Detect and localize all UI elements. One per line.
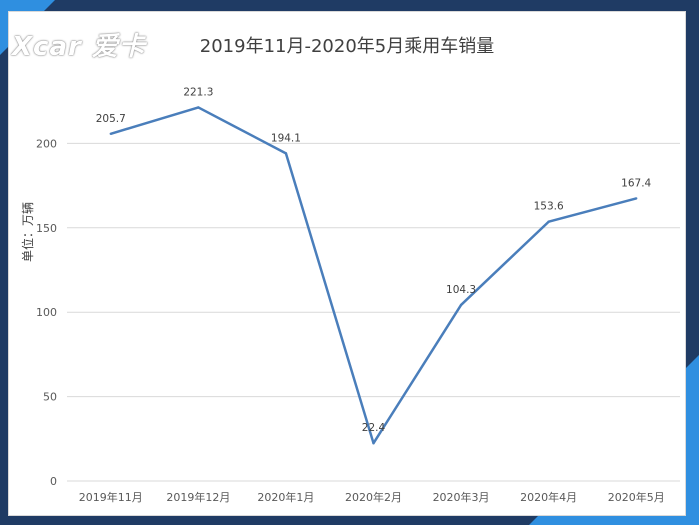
data-point: [635, 197, 638, 200]
data-point: [284, 152, 288, 155]
data-label: 167.4: [621, 177, 651, 189]
data-point: [547, 220, 550, 223]
y-tick-label: 200: [36, 137, 57, 150]
x-tick-label: 2019年11月: [79, 490, 143, 504]
x-tick-label: 2019年12月: [166, 490, 230, 504]
y-tick-label: 100: [36, 306, 57, 319]
data-point: [109, 132, 112, 135]
data-label: 22.4: [362, 422, 386, 434]
data-point: [197, 106, 200, 109]
line-chart: 0 50 100 150 200 2019年11月 2019年12月 2020年1月 2020年…: [36, 86, 680, 504]
data-label: 205.7: [96, 113, 126, 125]
y-tick-label: 50: [43, 391, 57, 404]
y-tick-label: 150: [36, 222, 57, 235]
data-point: [372, 441, 375, 445]
x-tick-label: 2020年3月: [433, 490, 490, 504]
data-label: 194.1: [271, 132, 301, 144]
x-tick-label: 2020年4月: [520, 490, 577, 504]
data-label: 104.3: [446, 284, 476, 296]
data-label: 221.3: [183, 86, 213, 98]
data-label: 153.6: [534, 201, 564, 213]
chart-card: 2019年11月-2020年5月乘用车销量 单位：万辆 0 50 100 150 200…: [8, 11, 686, 516]
series-line: [110, 106, 637, 445]
x-tick-label: 2020年1月: [257, 490, 314, 504]
data-point: [459, 303, 463, 307]
y-tick-label: 0: [50, 475, 57, 488]
xcar-logo-watermark: Xcar 爱卡: [12, 32, 146, 62]
chart-title: 2019年11月-2020年5月乘用车销量: [199, 36, 495, 57]
x-tick-label: 2020年2月: [345, 490, 402, 504]
x-tick-label: 2020年5月: [608, 490, 665, 504]
